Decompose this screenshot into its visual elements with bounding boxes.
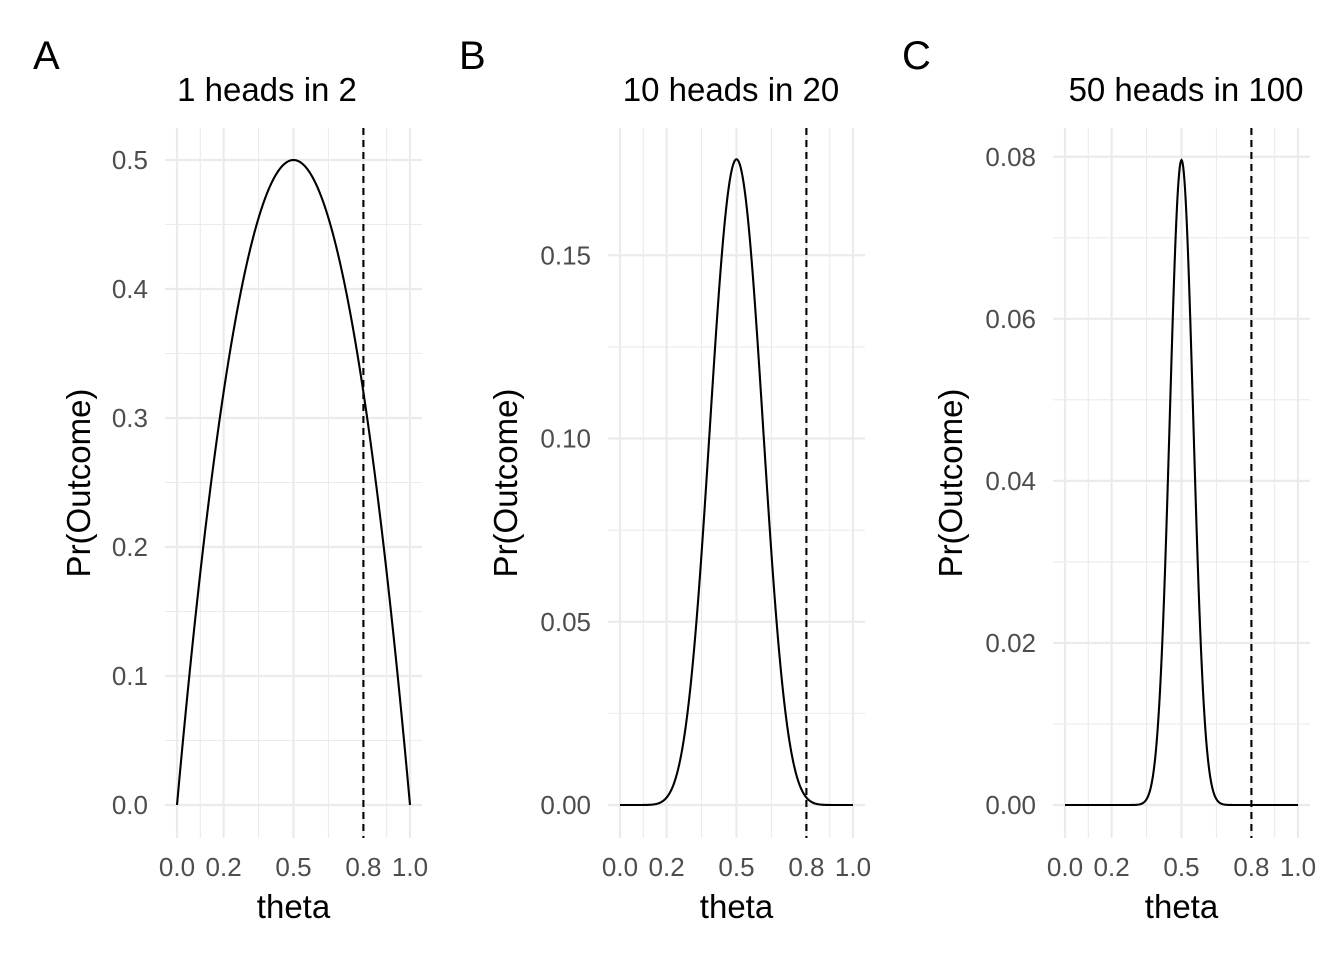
y-tick-label: 0.06 [985, 304, 1036, 334]
y-tick-label: 0.3 [112, 403, 148, 433]
panel-tag: A [33, 34, 60, 78]
x-tick-label: 0.5 [1163, 852, 1199, 882]
x-axis-title: theta [700, 888, 774, 925]
y-tick-label: 0.4 [112, 274, 148, 304]
y-tick-label: 0.5 [112, 145, 148, 175]
likelihood-curve [1065, 158, 1298, 807]
y-tick-label: 0.04 [985, 466, 1036, 496]
x-tick-label: 0.8 [345, 852, 381, 882]
x-tick-label: 0.5 [275, 852, 311, 882]
y-axis-title: Pr(Outcome) [60, 389, 97, 578]
x-tick-label: 0.2 [1094, 852, 1130, 882]
x-tick-label: 0.0 [1047, 852, 1083, 882]
x-tick-label: 0.0 [602, 852, 638, 882]
x-axis-title: theta [257, 888, 331, 925]
x-tick-label: 0.2 [649, 852, 685, 882]
likelihood-curve [620, 158, 853, 807]
y-tick-label: 0.02 [985, 628, 1036, 658]
x-tick-label: 0.8 [788, 852, 824, 882]
y-tick-label: 0.10 [540, 424, 591, 454]
panel-c: 0.00 0.02 0.04 0.06 0.08 0.0 0.2 0.5 0.8 1.0 theta… [902, 34, 1316, 925]
panel-tag: C [902, 34, 931, 78]
likelihood-curve [175, 158, 412, 806]
x-axis-title: theta [1145, 888, 1219, 925]
y-axis-title: Pr(Outcome) [487, 389, 524, 578]
y-tick-label: 0.08 [985, 142, 1036, 172]
y-tick-label: 0.00 [540, 790, 591, 820]
x-tick-label: 1.0 [392, 852, 428, 882]
x-tick-label: 0.5 [718, 852, 754, 882]
x-tick-label: 1.0 [835, 852, 871, 882]
y-tick-label: 0.00 [985, 790, 1036, 820]
y-tick-label: 0.1 [112, 661, 148, 691]
x-tick-label: 1.0 [1280, 852, 1316, 882]
x-tick-label: 0.2 [206, 852, 242, 882]
panel-title: 1 heads in 2 [177, 71, 357, 108]
panel-title: 10 heads in 20 [623, 71, 840, 108]
panel-tag: B [459, 34, 486, 78]
x-tick-label: 0.0 [159, 852, 195, 882]
panel-a: 0.0 0.1 0.2 0.3 0.4 0.5 0.0 0.2 0.5 0.8 1.0 theta Pr… [33, 34, 428, 925]
y-tick-label: 0.05 [540, 607, 591, 637]
panel-b: 0.00 0.05 0.10 0.15 0.0 0.2 0.5 0.8 1.0 theta Pr(O… [459, 34, 871, 925]
y-axis-title: Pr(Outcome) [932, 389, 969, 578]
y-tick-label: 0.2 [112, 532, 148, 562]
y-tick-label: 0.0 [112, 790, 148, 820]
y-tick-label: 0.15 [540, 240, 591, 270]
x-tick-label: 0.8 [1233, 852, 1269, 882]
panel-title: 50 heads in 100 [1069, 71, 1304, 108]
